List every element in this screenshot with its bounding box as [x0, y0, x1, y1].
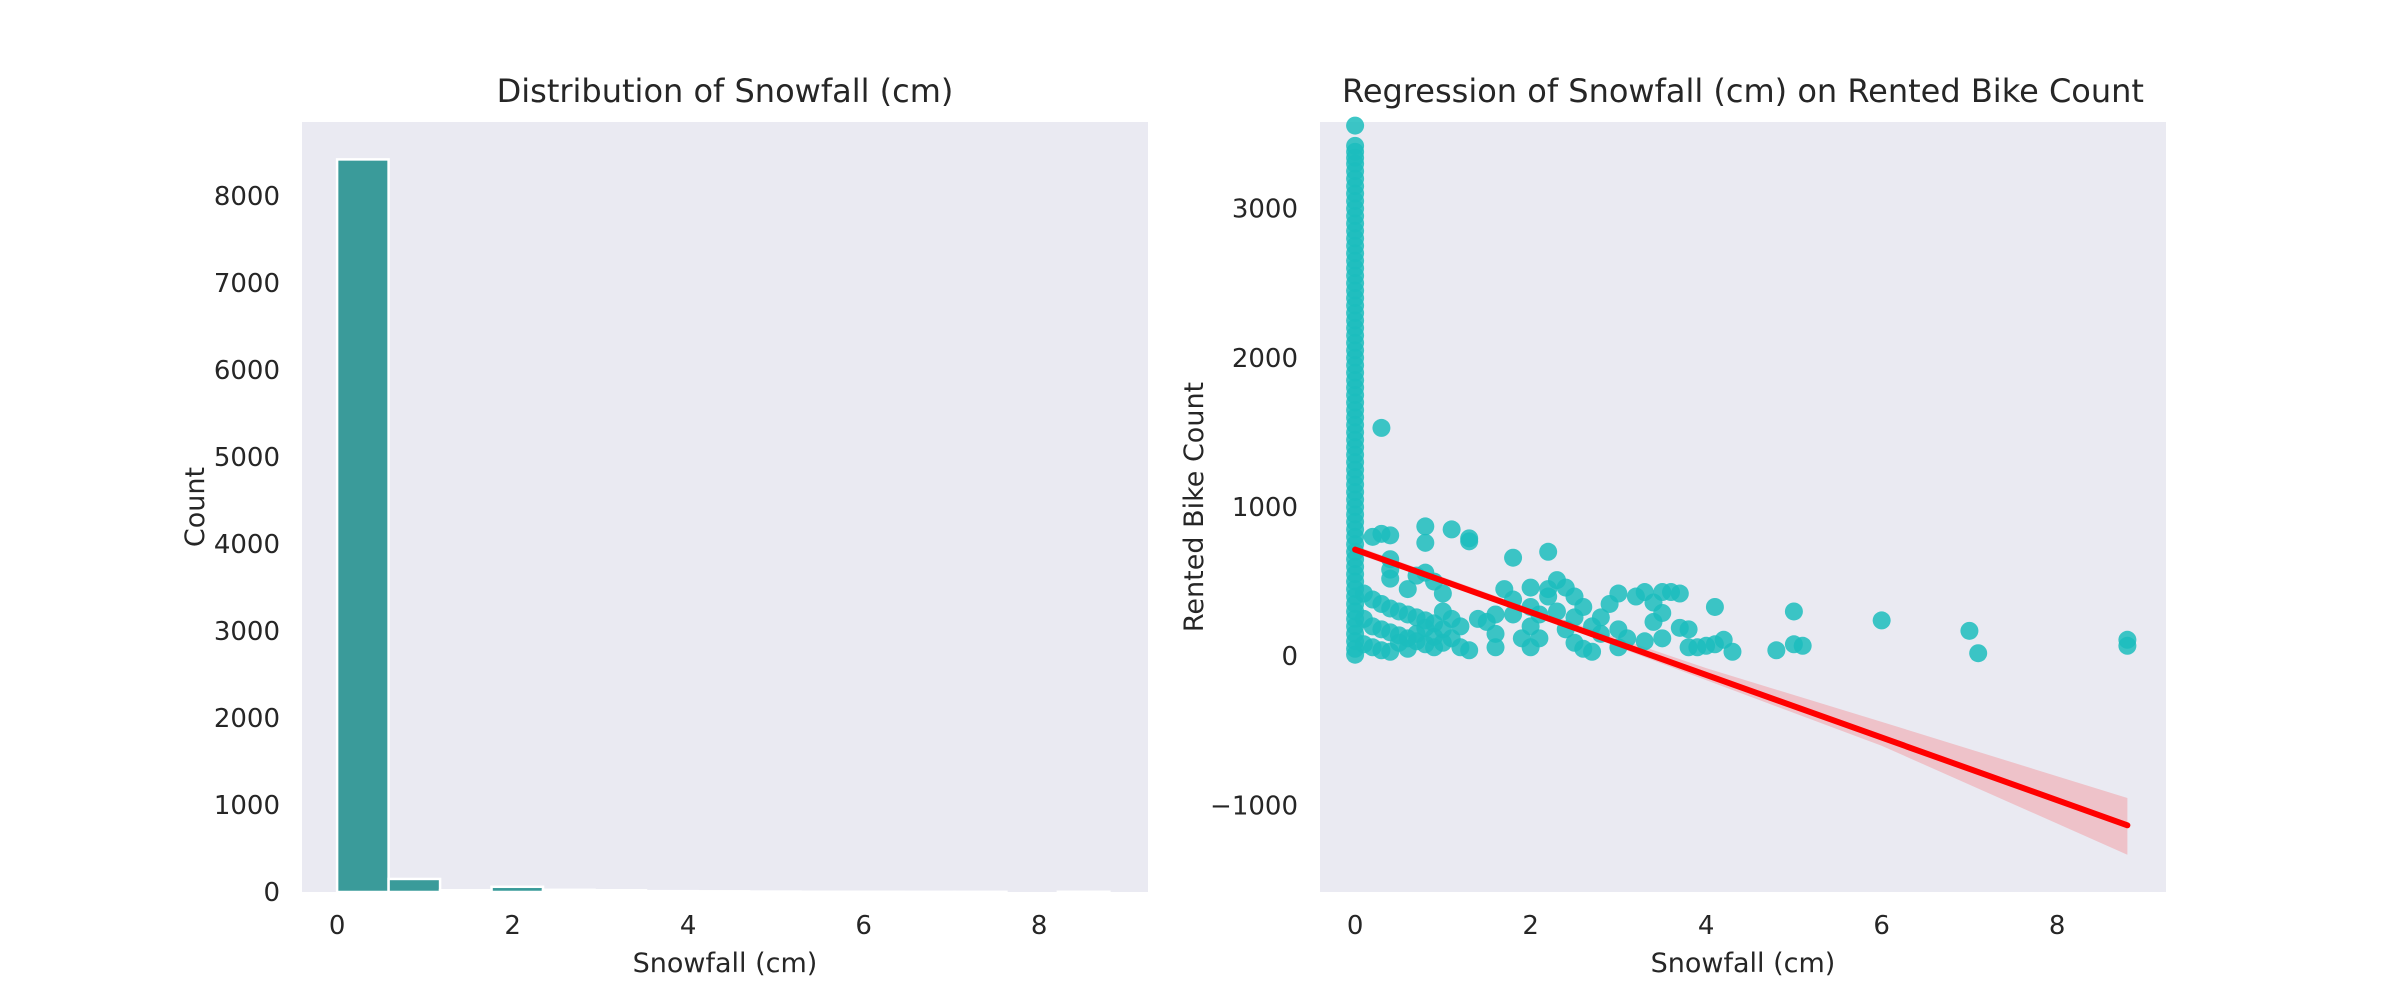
y-tick-label: 0 — [1281, 642, 1298, 672]
histogram-bar — [644, 889, 699, 894]
scatter-point — [1416, 517, 1435, 536]
scatter-point — [1486, 624, 1505, 643]
scatter-point — [1793, 636, 1812, 655]
x-tick-label: 2 — [1522, 911, 1539, 941]
scatter-point — [1346, 116, 1365, 135]
histogram-bar — [387, 877, 442, 894]
scatter-point — [1591, 608, 1610, 627]
histogram-bar — [335, 158, 390, 894]
y-tick-label: 5000 — [214, 443, 280, 473]
scatter-point — [1433, 584, 1452, 603]
y-tick-label: 3000 — [214, 617, 280, 647]
histogram-bar — [541, 888, 596, 894]
histogram-plot-area — [302, 122, 1148, 892]
x-tick-label: 8 — [2049, 911, 2066, 941]
y-tick-label: 4000 — [214, 530, 280, 560]
y-tick-label: 7000 — [214, 269, 280, 299]
x-tick-label: 4 — [680, 911, 697, 941]
histogram-x-ticks: 0 2 4 6 8 — [329, 911, 1048, 941]
histogram-y-label: Count — [180, 467, 211, 547]
scatter-point — [1784, 602, 1803, 621]
scatter-point — [1767, 641, 1786, 660]
scatter-point — [1486, 605, 1505, 624]
scatter-point — [1504, 548, 1523, 567]
regression-x-label: Snowfall (cm) — [1651, 948, 1836, 979]
scatter-point — [1486, 638, 1505, 657]
x-tick-label: 2 — [504, 911, 521, 941]
histogram-title: Distribution of Snowfall (cm) — [497, 72, 954, 110]
scatter-point — [1451, 617, 1470, 636]
y-tick-label: 2000 — [1232, 344, 1298, 374]
y-tick-label: 0 — [263, 878, 280, 908]
scatter-point — [1872, 611, 1891, 630]
x-tick-label: 8 — [1031, 911, 1048, 941]
scatter-point — [1723, 642, 1742, 661]
scatter-point — [1670, 584, 1689, 603]
scatter-point — [1653, 603, 1672, 622]
scatter-point — [1416, 533, 1435, 552]
regression-fit-line — [1352, 546, 2131, 829]
x-tick-label: 6 — [855, 911, 872, 941]
y-tick-label: 1000 — [1232, 493, 1298, 523]
y-tick-label: 2000 — [214, 704, 280, 734]
histogram-panel: Distribution of Snowfall (cm) 0 2 4 6 8 0 100… — [180, 72, 1148, 979]
scatter-point — [1574, 597, 1593, 616]
scatter-point — [1460, 532, 1479, 551]
scatter-point — [1398, 639, 1417, 658]
scatter-point — [1583, 642, 1602, 661]
scatter-point — [1398, 580, 1417, 599]
x-tick-label: 6 — [1873, 911, 1890, 941]
y-tick-label: 6000 — [214, 356, 280, 386]
scatter-point — [1442, 520, 1461, 539]
scatter-point — [1521, 578, 1540, 597]
regression-title: Regression of Snowfall (cm) on Rented Bi… — [1342, 72, 2144, 110]
scatter-points — [1346, 116, 2137, 664]
scatter-point — [1372, 418, 1391, 437]
regression-y-label: Rented Bike Count — [1179, 382, 1210, 632]
histogram-bar — [696, 890, 751, 894]
regression-line — [1352, 546, 2131, 829]
histogram-bar — [593, 889, 648, 894]
x-tick-label: 4 — [1698, 911, 1715, 941]
scatter-point — [1381, 569, 1400, 588]
scatter-point — [1547, 602, 1566, 621]
histogram-bars — [335, 158, 1111, 894]
y-tick-label: 3000 — [1232, 195, 1298, 225]
regression-plot-area — [1320, 122, 2166, 892]
y-tick-label: 8000 — [214, 182, 280, 212]
regression-y-ticks: −1000 0 1000 2000 3000 — [1210, 195, 1298, 822]
scatter-point — [1679, 620, 1698, 639]
histogram-y-ticks: 0 1000 2000 3000 4000 5000 6000 7000 8000 — [214, 182, 280, 908]
scatter-point — [1635, 632, 1654, 651]
scatter-point — [1530, 629, 1549, 648]
histogram-bar — [438, 889, 493, 894]
scatter-point — [1539, 587, 1558, 606]
scatter-point — [1653, 629, 1672, 648]
x-tick-label: 0 — [1347, 911, 1364, 941]
scatter-point — [2118, 636, 2137, 655]
scatter-point — [1705, 597, 1724, 616]
y-tick-label: −1000 — [1210, 791, 1298, 821]
regression-panel: Regression of Snowfall (cm) on Rented Bi… — [1179, 72, 2166, 979]
scatter-point — [1609, 584, 1628, 603]
regression-x-ticks: 0 2 4 6 8 — [1347, 911, 2066, 941]
scatter-point — [1969, 644, 1988, 663]
histogram-x-label: Snowfall (cm) — [633, 948, 818, 979]
scatter-point — [1960, 621, 1979, 640]
y-tick-label: 1000 — [214, 791, 280, 821]
scatter-point — [1381, 526, 1400, 545]
scatter-point — [1539, 542, 1558, 561]
scatter-point — [1460, 641, 1479, 660]
histogram-bar — [490, 885, 545, 894]
x-tick-label: 0 — [329, 911, 346, 941]
